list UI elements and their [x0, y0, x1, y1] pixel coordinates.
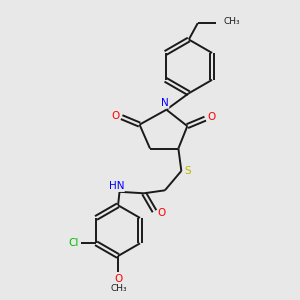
- Text: O: O: [112, 111, 120, 121]
- Text: O: O: [207, 112, 215, 122]
- Text: S: S: [184, 167, 191, 176]
- Text: Cl: Cl: [68, 238, 78, 248]
- Text: CH₃: CH₃: [110, 284, 127, 293]
- Text: HN: HN: [109, 182, 124, 191]
- Text: O: O: [157, 208, 165, 218]
- Text: N: N: [161, 98, 169, 108]
- Text: O: O: [114, 274, 122, 284]
- Text: CH₃: CH₃: [223, 17, 240, 26]
